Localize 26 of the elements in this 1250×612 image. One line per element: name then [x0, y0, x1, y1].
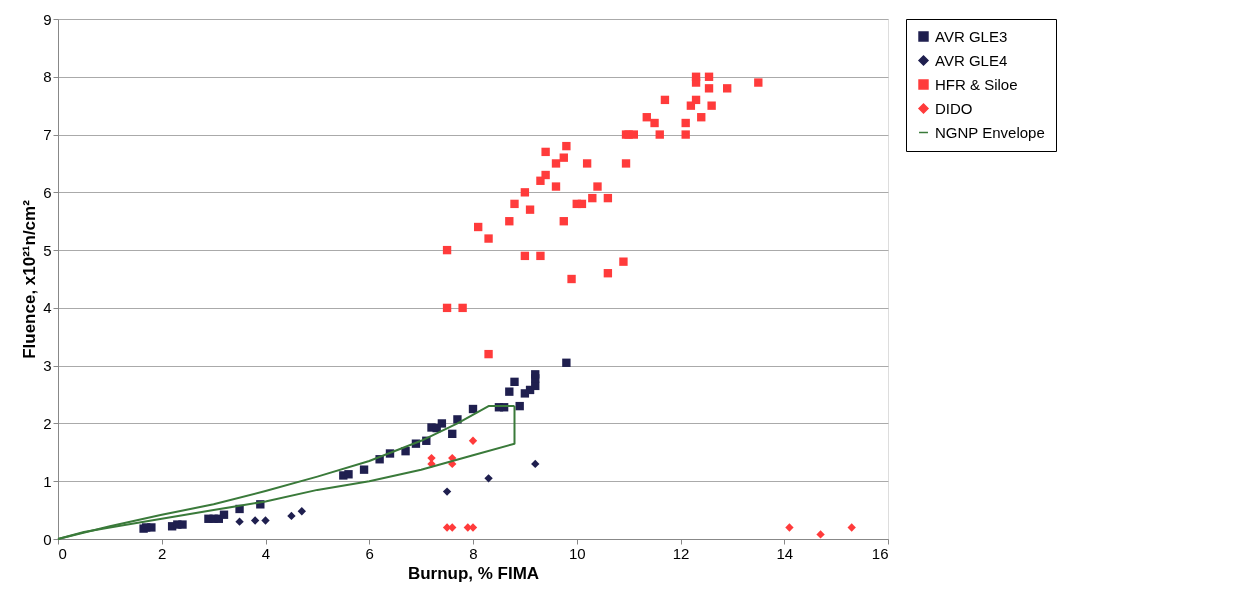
- x-tick-label: 8: [469, 544, 478, 562]
- x-tick-label: 14: [776, 544, 794, 562]
- y-tick-label: 0: [43, 530, 52, 548]
- y-tick-label: 7: [43, 126, 52, 144]
- legend-label: AVR GLE3: [935, 27, 1008, 45]
- x-tick-label: 0: [58, 544, 67, 562]
- x-tick-label: 2: [158, 544, 167, 562]
- y-tick-label: 2: [43, 414, 52, 432]
- x-tick-label: 12: [672, 544, 690, 562]
- y-axis-title: Fluence, x10²¹n/cm²: [20, 199, 40, 359]
- y-tick-label: 1: [43, 472, 52, 490]
- y-tick-label: 9: [43, 10, 52, 28]
- y-tick-label: 5: [43, 241, 52, 259]
- legend-label: AVR GLE4: [935, 51, 1008, 69]
- x-tick-label: 10: [568, 544, 586, 562]
- legend-label: DIDO: [935, 99, 973, 117]
- legend-label: HFR & Siloe: [935, 75, 1018, 93]
- y-tick-label: 8: [43, 68, 52, 86]
- x-axis-title: Burnup, % FIMA: [407, 563, 540, 583]
- y-tick-label: 3: [43, 357, 52, 375]
- x-tick-label: 16: [871, 544, 889, 562]
- legend-label: NGNP Envelope: [935, 123, 1045, 141]
- x-tick-label: 4: [261, 544, 271, 562]
- x-tick-label: 6: [365, 544, 374, 562]
- y-tick-label: 4: [43, 299, 52, 317]
- y-tick-label: 6: [43, 183, 52, 201]
